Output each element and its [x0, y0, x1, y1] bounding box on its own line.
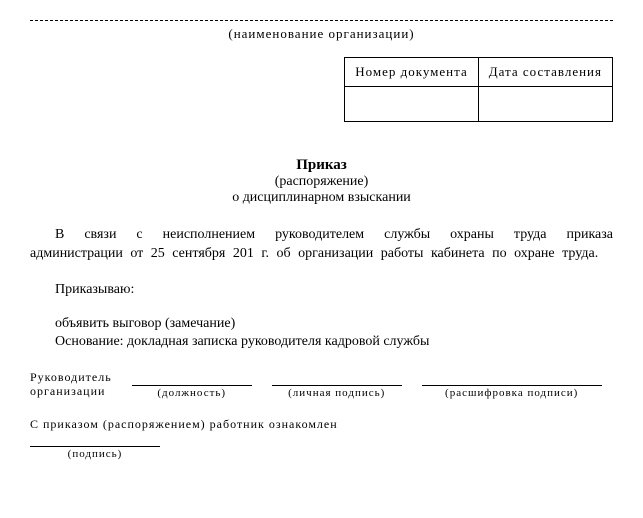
- basis-text: Основание: докладная записка руководител…: [30, 334, 613, 350]
- signature-row: Руководитель организации (должность) (ли…: [30, 370, 613, 399]
- doc-date-value[interactable]: [478, 87, 612, 122]
- personal-signature-line: (личная подпись): [272, 385, 402, 399]
- head-label-line1: Руководитель: [30, 370, 112, 384]
- title-main: Приказ: [30, 157, 613, 174]
- title-sub2: о дисциплинарном взыскании: [30, 190, 613, 206]
- head-label-line2: организации: [30, 384, 112, 398]
- head-label: Руководитель организации: [30, 370, 112, 399]
- doc-number-header: Номер документа: [345, 58, 479, 87]
- title-block: Приказ (распоряжение) о дисциплинарном в…: [30, 157, 613, 206]
- signature-decipher-line: (расшифровка подписи): [422, 385, 602, 399]
- org-name-caption: (наименование организации): [30, 26, 613, 42]
- acknowledgment-signature-line: (подпись): [30, 446, 160, 460]
- position-line: (должность): [132, 385, 252, 399]
- acknowledgment-text: С приказом (распоряжением) работник озна…: [30, 417, 613, 432]
- org-name-line: [30, 20, 613, 21]
- doc-date-header: Дата составления: [478, 58, 612, 87]
- decision-text: объявить выговор (замечание): [30, 316, 613, 332]
- document-meta-table: Номер документа Дата составления: [344, 57, 613, 122]
- order-word: Приказываю:: [30, 282, 613, 298]
- preamble-text: В связи с неисполнением руководителем сл…: [30, 226, 613, 264]
- doc-number-value[interactable]: [345, 87, 479, 122]
- title-sub1: (распоряжение): [30, 174, 613, 190]
